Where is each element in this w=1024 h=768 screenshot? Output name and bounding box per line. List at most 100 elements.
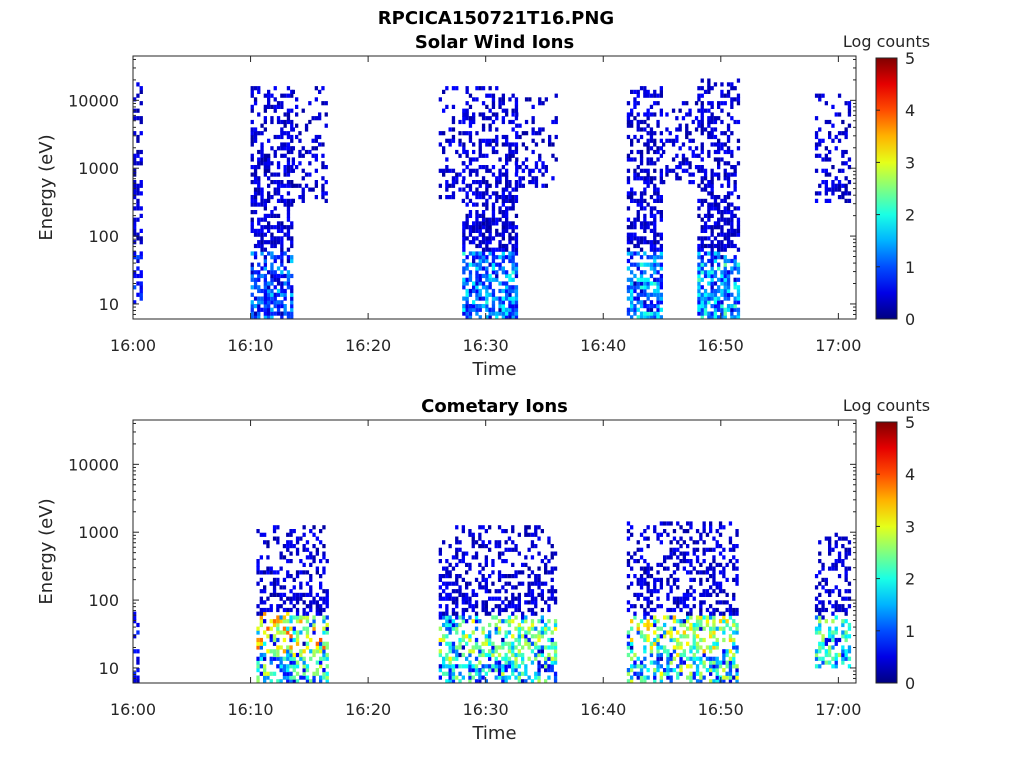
heatmap-cell <box>283 288 287 294</box>
heatmap-cell <box>821 600 825 605</box>
heatmap-cell <box>282 615 287 620</box>
heatmap-cell <box>481 153 486 158</box>
heatmap-cell <box>505 311 509 316</box>
heatmap-cell <box>700 240 704 245</box>
heatmap-cell <box>636 243 640 249</box>
heatmap-cell <box>468 134 473 140</box>
heatmap-cell <box>289 589 293 594</box>
heatmap-cell <box>282 671 287 676</box>
heatmap-cell <box>699 600 703 605</box>
heatmap-cell <box>269 592 273 597</box>
heatmap-cell <box>468 615 472 620</box>
heatmap-cell <box>309 679 313 684</box>
heatmap-cell <box>527 600 531 605</box>
heatmap-cell <box>478 273 482 279</box>
heatmap-cell <box>471 619 475 624</box>
heatmap-cell <box>828 187 832 192</box>
heatmap-cell <box>700 123 704 128</box>
y-tick-label: 10 <box>99 659 119 678</box>
heatmap-cell <box>639 191 644 196</box>
heatmap-cell <box>672 581 677 586</box>
heatmap-cell <box>290 288 294 294</box>
heatmap-cell <box>133 195 137 200</box>
heatmap-cell <box>292 679 296 684</box>
heatmap-cell <box>626 217 631 222</box>
heatmap-cell <box>547 645 551 650</box>
heatmap-cell <box>707 292 711 297</box>
heatmap-cell <box>676 652 680 658</box>
heatmap-cell <box>713 198 718 203</box>
heatmap-cell <box>656 191 660 196</box>
heatmap-cell <box>462 225 466 230</box>
heatmap-cell <box>686 664 690 669</box>
heatmap-cell <box>295 619 300 624</box>
heatmap-cell <box>736 247 741 252</box>
heatmap-cell <box>643 664 647 669</box>
heatmap-cell <box>283 225 287 230</box>
heatmap-cell <box>511 304 515 309</box>
heatmap-cell <box>837 559 842 564</box>
heatmap-cell <box>504 664 508 669</box>
heatmap-cell <box>659 679 663 684</box>
heatmap-cell <box>847 551 852 556</box>
heatmap-cell <box>703 108 708 113</box>
heatmap-cell <box>692 622 696 628</box>
heatmap-cell <box>707 243 711 249</box>
heatmap-cell <box>709 562 713 567</box>
heatmap-cell <box>136 116 140 121</box>
heatmap-cell <box>319 611 323 616</box>
heatmap-cell <box>630 112 634 117</box>
heatmap-cell <box>656 198 660 203</box>
heatmap-cell <box>270 172 274 177</box>
heatmap-cell <box>686 596 690 601</box>
heatmap-cell <box>630 566 634 571</box>
heatmap-cell <box>700 277 704 282</box>
heatmap-cell <box>540 615 544 620</box>
heatmap-cell <box>322 566 326 571</box>
heatmap-cell <box>468 596 472 601</box>
heatmap-cell <box>712 622 716 628</box>
heatmap-cell <box>445 619 449 624</box>
heatmap-cell <box>531 149 535 155</box>
heatmap-cell <box>267 183 271 188</box>
heatmap-cell <box>491 559 495 564</box>
heatmap-cell <box>521 671 525 676</box>
heatmap-cell <box>322 570 326 575</box>
heatmap-cell <box>260 228 264 233</box>
heatmap-cell <box>710 202 714 207</box>
heatmap-cell <box>315 607 319 613</box>
heatmap-cell <box>703 292 708 297</box>
heatmap-cell <box>700 300 704 305</box>
heatmap-cell <box>679 536 683 541</box>
heatmap-cell <box>847 180 852 185</box>
heatmap-cell <box>659 146 663 151</box>
heatmap-cell <box>633 168 637 173</box>
heatmap-cell <box>438 574 442 579</box>
heatmap-cell <box>636 236 640 241</box>
heatmap-cell <box>534 183 539 188</box>
heatmap-cell <box>253 176 258 181</box>
heatmap-cell <box>501 664 505 669</box>
heatmap-cell <box>286 570 290 575</box>
heatmap-cell <box>462 228 466 233</box>
heatmap-cell <box>679 664 683 669</box>
heatmap-cell <box>133 168 137 173</box>
heatmap-cell <box>256 581 260 586</box>
heatmap-cell <box>488 664 492 669</box>
heatmap-cell <box>136 198 140 203</box>
heatmap-cell <box>723 198 727 203</box>
heatmap-cell <box>733 165 737 170</box>
heatmap-cell <box>534 544 538 549</box>
heatmap-cell <box>286 668 290 673</box>
heatmap-cell <box>715 581 719 586</box>
heatmap-cell <box>445 634 449 639</box>
heatmap-cell <box>514 195 519 200</box>
heatmap-cell <box>298 161 302 166</box>
heatmap-cell <box>689 626 693 631</box>
heatmap-cell <box>834 559 838 564</box>
heatmap-cell <box>253 180 258 185</box>
heatmap-cell <box>139 206 143 211</box>
heatmap-cell <box>524 592 528 597</box>
heatmap-cell <box>537 574 541 579</box>
heatmap-cell <box>286 574 290 579</box>
